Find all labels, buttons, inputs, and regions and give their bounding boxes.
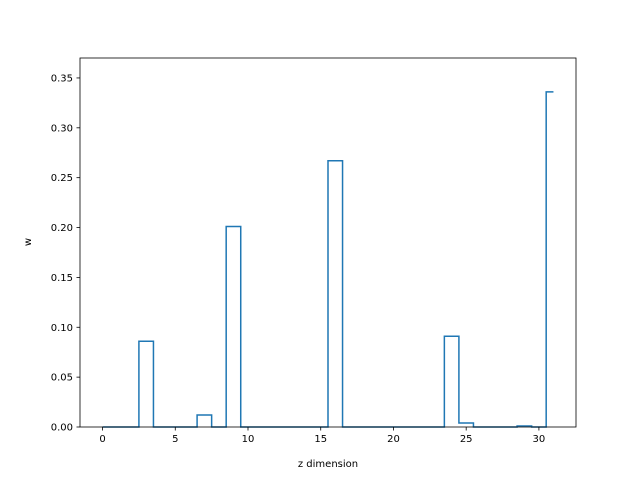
x-tick-label: 10 (242, 434, 255, 445)
x-tick-label: 20 (387, 434, 400, 445)
y-tick-label: 0.25 (51, 173, 73, 184)
y-tick-label: 0.10 (51, 323, 73, 334)
y-tick-label: 0.15 (51, 273, 73, 284)
y-tick-label: 0.35 (51, 73, 73, 84)
y-tick-label: 0.00 (51, 423, 73, 434)
x-tick-label: 5 (172, 434, 178, 445)
y-axis: 0.00 0.05 0.10 0.15 0.20 0.25 0.30 0.35 (51, 73, 80, 434)
x-tick-label: 15 (314, 434, 327, 445)
x-axis: 0 5 10 15 20 25 30 (99, 427, 545, 445)
x-tick-label: 30 (533, 434, 546, 445)
x-axis-label: z dimension (298, 459, 358, 470)
y-tick-label: 0.05 (51, 373, 73, 384)
y-tick-label: 0.30 (51, 123, 73, 134)
y-tick-label: 0.20 (51, 223, 73, 234)
x-tick-label: 25 (460, 434, 473, 445)
y-axis-label: w (23, 238, 34, 246)
axes-frame (79, 57, 577, 428)
x-tick-label: 0 (99, 434, 105, 445)
